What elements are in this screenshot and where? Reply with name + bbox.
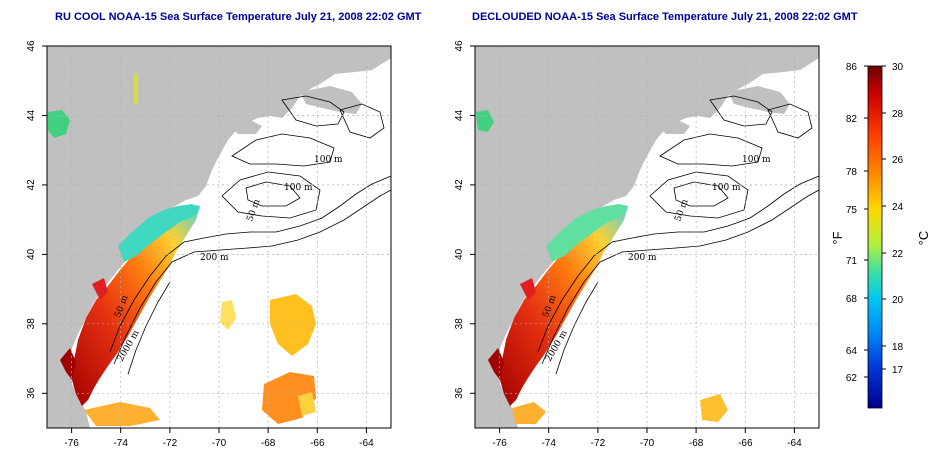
- left-y-label: 36: [26, 387, 37, 399]
- left-x-label: -64: [359, 438, 374, 449]
- colorbar-c-label: 22: [892, 249, 904, 260]
- colorbar-f-label: 75: [846, 205, 858, 216]
- right-y-label: 38: [454, 318, 465, 330]
- colorbar-c-label: 17: [892, 365, 904, 376]
- colorbar-f-label: 78: [846, 167, 858, 178]
- left-x-ticks: [42, 45, 367, 433]
- left-map: 100 m 100 m 50 m 200 m 50 m 2000 m -76 -…: [26, 40, 392, 449]
- colorbar-f-label: 62: [846, 373, 858, 384]
- right-depth-contours: [537, 95, 820, 375]
- right-contour-label-2: 100 m: [712, 183, 741, 193]
- left-x-label: -76: [64, 438, 79, 449]
- right-grid: [475, 46, 819, 428]
- colorbar: 86 82 78 75 71 68 64 62 30 28 26 24 22 2…: [830, 62, 931, 409]
- right-x-label: -76: [492, 438, 507, 449]
- right-contour-label-4: 200 m: [628, 253, 657, 263]
- colorbar-gradient: [867, 65, 883, 409]
- colorbar-f-label: 68: [846, 294, 858, 305]
- right-y-label: 40: [454, 248, 465, 260]
- left-map-title: RU COOL NOAA-15 Sea Surface Temperature …: [55, 11, 422, 23]
- right-x-label: -66: [738, 438, 753, 449]
- left-x-label: -68: [261, 438, 276, 449]
- right-y-label: 44: [454, 110, 465, 122]
- left-contour-label-2: 100 m: [284, 183, 313, 193]
- left-x-label: -72: [163, 438, 178, 449]
- colorbar-c-label: 28: [892, 109, 904, 120]
- right-x-label: -74: [541, 438, 556, 449]
- right-map: 100 m 100 m 50 m 200 m 50 m 2000 m -76 -…: [454, 40, 820, 449]
- colorbar-c-label: 30: [892, 62, 904, 73]
- right-y-label: 36: [454, 387, 465, 399]
- right-x-label: -72: [591, 438, 606, 449]
- colorbar-f-label: 86: [846, 62, 858, 73]
- colorbar-c-label: 26: [892, 155, 904, 166]
- colorbar-ticks: [864, 65, 886, 378]
- right-ticks: [470, 45, 795, 433]
- right-y-label: 46: [454, 40, 465, 52]
- colorbar-c-label: 20: [892, 295, 904, 306]
- colorbar-c-unit: °C: [916, 231, 931, 246]
- right-map-title: DECLOUDED NOAA-15 Sea Surface Temperatur…: [472, 11, 858, 23]
- left-x-label: -70: [212, 438, 227, 449]
- left-depth-contours: [109, 95, 392, 375]
- right-x-label: -70: [640, 438, 655, 449]
- right-x-label: -64: [787, 438, 802, 449]
- colorbar-c-label: 24: [892, 202, 904, 213]
- colorbar-f-unit: °F: [830, 231, 845, 244]
- left-y-label: 44: [26, 110, 37, 122]
- right-contour-label-1: 100 m: [742, 155, 771, 165]
- left-x-label: -66: [310, 438, 325, 449]
- left-x-label: -74: [113, 438, 128, 449]
- right-y-label: 42: [454, 179, 465, 191]
- right-land: [475, 46, 819, 428]
- left-contour-label-4: 200 m: [200, 253, 229, 263]
- left-contour-label-1: 100 m: [314, 155, 343, 165]
- colorbar-f-label: 64: [846, 346, 858, 357]
- colorbar-c-label: 18: [892, 342, 904, 353]
- colorbar-f-label: 82: [846, 114, 858, 125]
- right-x-label: -68: [689, 438, 704, 449]
- left-y-label: 40: [26, 248, 37, 260]
- left-land: [47, 46, 391, 428]
- colorbar-f-label: 71: [846, 256, 858, 267]
- left-y-label: 42: [26, 179, 37, 191]
- left-y-label: 46: [26, 40, 37, 52]
- left-y-label: 38: [26, 318, 37, 330]
